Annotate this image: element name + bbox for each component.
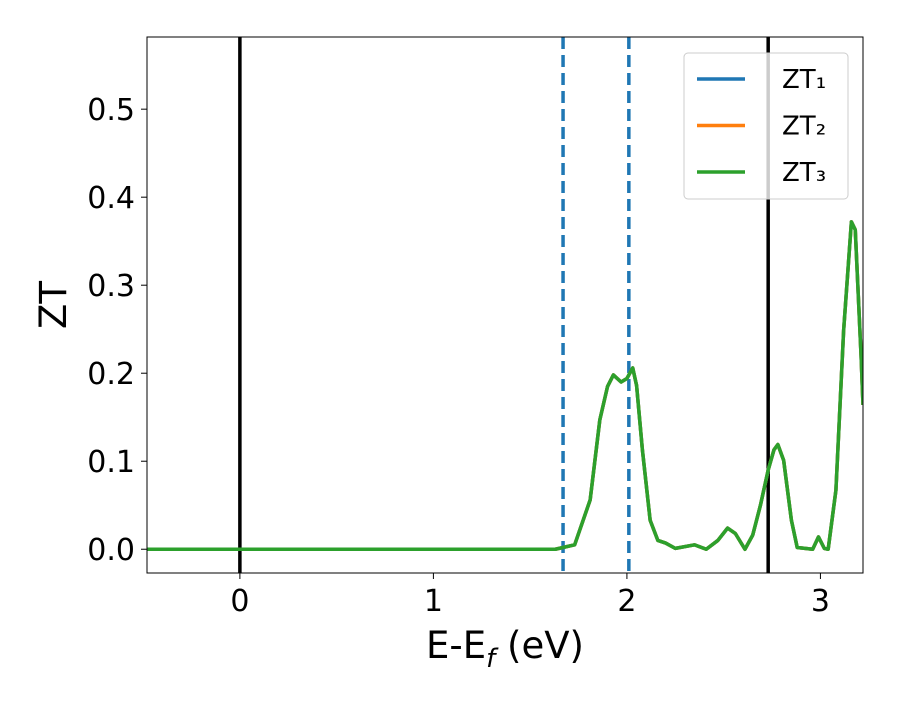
y-tick-label: 0.1	[87, 445, 135, 480]
plot-frame	[146, 36, 864, 574]
x-tick-label: 3	[811, 584, 830, 619]
y-axis-label: ZT	[32, 281, 75, 329]
series-line	[147, 220, 863, 551]
x-label-part: (eV)	[495, 624, 584, 667]
legend-box	[683, 52, 849, 200]
x-label-part: E-E	[426, 624, 486, 667]
y-tick-label: 0.4	[87, 181, 135, 216]
series-line	[147, 220, 863, 551]
y-tick-label: 0.3	[87, 269, 135, 304]
x-tick-label: 1	[424, 584, 443, 619]
legend-label: ZT₁	[782, 65, 826, 95]
x-tick-label: 2	[617, 584, 636, 619]
y-tick-label: 0.0	[87, 533, 135, 568]
series-line	[147, 220, 863, 551]
legend: ZT₁ ZT₂ ZT₃	[683, 52, 849, 200]
y-tick-label: 0.2	[87, 357, 135, 392]
y-tick-label: 0.5	[87, 93, 135, 128]
x-axis-label: E-Ef (eV)	[426, 624, 584, 674]
legend-label: ZT₂	[782, 112, 826, 142]
legend-label: ZT₃	[782, 158, 826, 188]
x-tick-label: 0	[230, 584, 249, 619]
